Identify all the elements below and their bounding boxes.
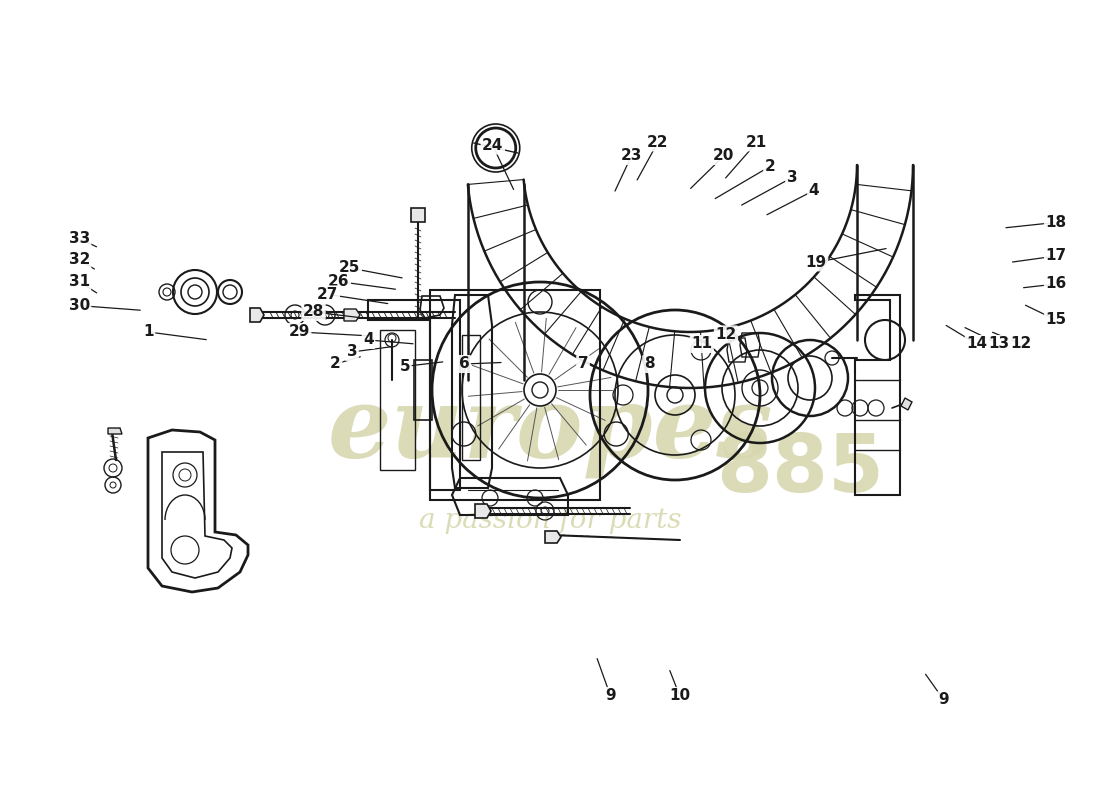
Text: 27: 27 <box>317 287 339 302</box>
Text: 14: 14 <box>966 337 988 351</box>
Text: 9: 9 <box>605 689 616 703</box>
Text: 10: 10 <box>669 689 691 703</box>
Text: 6: 6 <box>459 357 470 371</box>
Text: 33: 33 <box>68 231 90 246</box>
Polygon shape <box>344 309 360 321</box>
Text: 26: 26 <box>328 274 350 289</box>
Polygon shape <box>544 531 561 543</box>
Text: 7: 7 <box>578 357 588 371</box>
Polygon shape <box>901 398 912 410</box>
Text: 5: 5 <box>399 359 410 374</box>
Text: 21: 21 <box>746 135 768 150</box>
Polygon shape <box>250 308 264 322</box>
Text: 4: 4 <box>363 333 374 347</box>
Text: 24: 24 <box>482 138 504 153</box>
Text: 31: 31 <box>68 274 90 289</box>
Text: 18: 18 <box>1045 215 1067 230</box>
Polygon shape <box>475 504 491 518</box>
Text: 8: 8 <box>644 357 654 371</box>
Text: 29: 29 <box>288 325 310 339</box>
Text: 885: 885 <box>716 431 884 509</box>
Text: 2: 2 <box>330 357 341 371</box>
Text: 11: 11 <box>691 337 713 351</box>
Text: 2: 2 <box>764 159 776 174</box>
Text: europes: europes <box>328 382 772 478</box>
Text: 32: 32 <box>68 253 90 267</box>
Text: 3: 3 <box>786 170 798 185</box>
Text: 3: 3 <box>346 345 358 359</box>
Text: 20: 20 <box>713 149 735 163</box>
Text: 25: 25 <box>339 261 361 275</box>
Text: 22: 22 <box>647 135 669 150</box>
Text: 28: 28 <box>302 305 324 319</box>
Text: 23: 23 <box>620 149 642 163</box>
Polygon shape <box>108 428 122 434</box>
Text: 19: 19 <box>805 255 827 270</box>
Text: 9: 9 <box>938 693 949 707</box>
Polygon shape <box>411 208 425 222</box>
Text: 15: 15 <box>1045 313 1067 327</box>
Text: 16: 16 <box>1045 277 1067 291</box>
Text: 4: 4 <box>808 183 820 198</box>
Text: a passion for parts: a passion for parts <box>419 506 681 534</box>
Text: 1: 1 <box>143 325 154 339</box>
Text: 30: 30 <box>68 298 90 313</box>
Text: 12: 12 <box>715 327 737 342</box>
Text: 17: 17 <box>1045 249 1067 263</box>
Text: 13: 13 <box>988 337 1010 351</box>
Text: 12: 12 <box>1010 337 1032 351</box>
